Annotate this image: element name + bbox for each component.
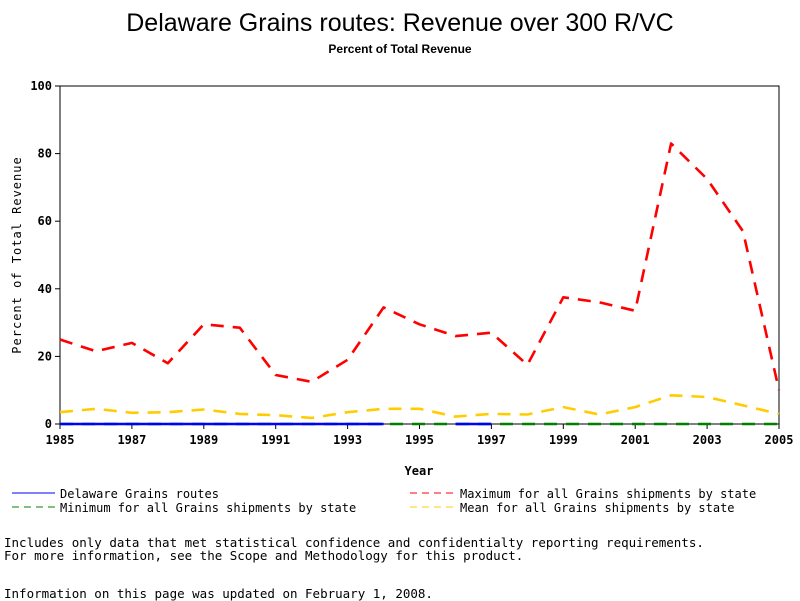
series-line-1 [59,142,781,391]
legend-label-3: Mean for all Grains shipments by state [460,501,735,515]
x-tick-label: 1985 [46,433,75,447]
plot-frame [59,85,780,425]
chart-title: Delaware Grains routes: Revenue over 300… [126,9,674,37]
x-tick-label: 1997 [477,433,506,447]
y-tick-label: 100 [30,79,52,93]
x-tick-label: 1987 [117,433,146,447]
footnote-confidentiality: Includes only data that met statistical … [4,535,704,550]
y-axis-label: Percent of Total Revenue [10,156,24,353]
legend-label-0: Delaware Grains routes [60,487,219,501]
chart-subtitle: Percent of Total Revenue [328,42,471,56]
x-tick-label: 1995 [405,433,434,447]
legend-label-2: Minimum for all Grains shipments by stat… [60,501,356,515]
x-tick-label: 2005 [765,433,794,447]
footnote-updated: Information on this page was updated on … [4,586,433,601]
x-tick-label: 1993 [333,433,362,447]
y-tick-label: 20 [38,349,52,363]
y-tick-label: 0 [45,417,52,431]
footnote-methodology: For more information, see the Scope and … [4,548,524,563]
y-tick-label: 40 [38,282,52,296]
y-tick-label: 60 [38,214,52,228]
y-axis: 0 20 40 60 80 100 [30,79,60,431]
x-tick-label: 1999 [549,433,578,447]
series-line-3 [59,393,780,420]
x-axis: 1985 1987 1989 1991 1993 1995 1997 1999 2001 2003… [46,424,794,447]
x-tick-label: 2001 [621,433,650,447]
x-tick-label: 1989 [189,433,218,447]
x-tick-label: 2003 [693,433,722,447]
x-axis-label: Year [405,464,434,478]
y-tick-label: 80 [38,147,52,161]
series-layer [59,142,781,426]
x-tick-label: 1991 [261,433,290,447]
legend: Delaware Grains routes Maximum for all G… [12,487,756,515]
legend-label-1: Maximum for all Grains shipments by stat… [460,487,756,501]
